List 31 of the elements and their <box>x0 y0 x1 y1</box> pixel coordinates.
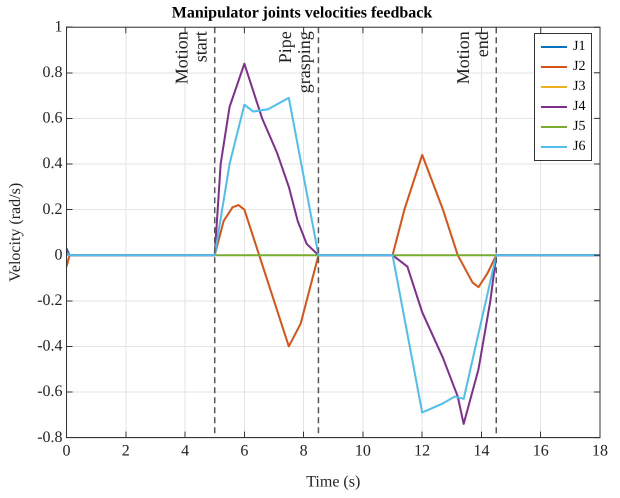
x-tick-label: 10 <box>354 442 371 460</box>
y-tick-label: 0 <box>54 246 63 264</box>
x-tick-label: 18 <box>592 442 608 460</box>
y-tick-label: -0.4 <box>37 338 63 355</box>
x-tick-label: 12 <box>414 442 430 460</box>
y-tick-label: -0.2 <box>37 292 63 310</box>
ref-line-label: Pipe grasping <box>275 31 314 94</box>
ref-line-label: Motion end <box>453 31 492 84</box>
x-tick-label: 8 <box>300 442 308 460</box>
legend-label: J4 <box>573 99 586 116</box>
y-tick-label: 1 <box>54 18 63 36</box>
y-tick-label: -0.6 <box>37 383 63 400</box>
y-tick-label: 0.2 <box>42 200 63 218</box>
legend-label: J3 <box>573 79 586 96</box>
chart-title: Manipulator joints velocities feedback <box>172 4 432 22</box>
y-tick-label: 0.8 <box>42 64 63 82</box>
x-tick-label: 16 <box>532 442 549 460</box>
y-tick-label: 0.6 <box>42 110 63 127</box>
x-axis-title: Time (s) <box>306 474 360 491</box>
legend-label: J1 <box>573 39 586 56</box>
x-tick-label: 6 <box>240 442 248 460</box>
legend-label: J5 <box>573 119 586 136</box>
x-tick-label: 14 <box>473 442 490 460</box>
legend-label: J6 <box>573 139 586 156</box>
legend-label: J2 <box>573 59 586 76</box>
y-tick-label: -0.8 <box>37 428 63 446</box>
x-tick-label: 2 <box>122 442 130 460</box>
ref-line-label: Motion start <box>171 31 210 84</box>
x-tick-label: 4 <box>181 442 190 460</box>
y-axis-title: Velocity (rad/s) <box>6 182 24 282</box>
y-tick-label: 0.4 <box>42 155 63 172</box>
